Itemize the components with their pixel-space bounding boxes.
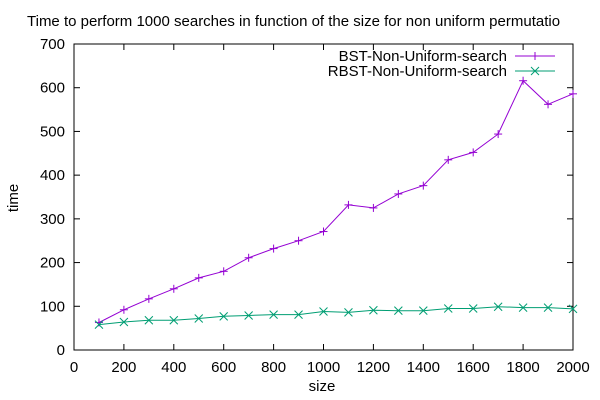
legend-marker-1 [531, 52, 539, 60]
x-axis-title: size [309, 378, 336, 395]
plot-area: 0 200 400 600 800 1000 1200 1400 1600 1800 2000 0 10… [40, 36, 590, 376]
series-2-point [418, 306, 428, 316]
legend-label-1: BST-Non-Uniform-search [339, 48, 507, 65]
series-1-point [144, 294, 153, 303]
point-marker [94, 320, 104, 329]
series-1-point [194, 273, 203, 282]
x-tick-label: 800 [261, 359, 286, 376]
series-2-point [443, 304, 453, 313]
point-marker [219, 311, 229, 321]
series-2-point [369, 305, 378, 315]
chart-title: Time to perform 1000 searches in functio… [27, 13, 560, 30]
point-marker [369, 305, 378, 315]
series-2-point [518, 303, 528, 312]
y-tick-label: 200 [40, 255, 65, 272]
point-marker [119, 317, 129, 327]
y-axis-title: time [5, 184, 22, 212]
y-tick-label: 600 [40, 80, 65, 97]
point-marker [169, 315, 179, 325]
series-1-point [469, 148, 478, 157]
x-tick-label: 1800 [506, 359, 539, 376]
y-tick-label: 100 [40, 298, 65, 315]
point-marker [269, 310, 278, 319]
series-2-point [468, 304, 478, 313]
point-marker [468, 304, 478, 313]
series-line-1 [98, 79, 574, 323]
point-marker [568, 304, 578, 314]
series-1-point [494, 130, 503, 139]
series-1-point [544, 100, 553, 109]
series-2-point [543, 303, 553, 312]
point-marker [418, 306, 428, 316]
series-1-point [394, 189, 403, 198]
x-tick-label: 200 [111, 359, 136, 376]
series-1-point [119, 305, 128, 314]
series-1-point [219, 267, 228, 276]
series-1-point [344, 200, 353, 209]
series-1-point [419, 181, 428, 190]
x-tick-label: 0 [70, 359, 78, 376]
point-marker [393, 306, 403, 316]
y-tick-label: 400 [40, 167, 65, 184]
series-1-point [444, 155, 453, 164]
x-tick-label: 2000 [556, 359, 589, 376]
legend-marker-stroke [530, 66, 540, 76]
series-1-point [319, 227, 328, 236]
x-tick-label: 600 [211, 359, 236, 376]
y-tick-label: 500 [40, 123, 65, 140]
series-2-point [119, 317, 129, 327]
series-2-point [269, 310, 278, 319]
series-2-point [144, 315, 154, 325]
x-tick-label: 400 [161, 359, 186, 376]
point-marker [144, 315, 154, 325]
series-2-point [94, 320, 104, 329]
series-1-point [369, 203, 378, 212]
point-marker [194, 314, 204, 323]
series-1-point [519, 76, 528, 85]
point-marker [244, 311, 254, 320]
y-tick-label: 700 [40, 36, 65, 53]
legend-marker-2 [530, 66, 540, 76]
series-1-point [294, 236, 303, 245]
legend-label-2: RBST-Non-Uniform-search [328, 63, 507, 80]
point-marker [518, 303, 528, 312]
point-marker [443, 304, 453, 313]
series-2-point [493, 302, 503, 312]
series-1-point [169, 284, 178, 293]
x-tick-label: 1400 [407, 359, 440, 376]
series-1-point [569, 89, 577, 98]
series-2-point [344, 308, 353, 317]
point-marker [344, 308, 353, 317]
series-2-point [294, 310, 303, 319]
series-2-point [568, 304, 578, 314]
series-1-point [269, 244, 278, 253]
x-tick-label: 1600 [457, 359, 490, 376]
x-tick-label: 1200 [357, 359, 390, 376]
y-tick-label: 0 [57, 342, 65, 359]
series-2-point [169, 315, 179, 325]
series-line-2 [98, 306, 574, 326]
point-marker [493, 302, 503, 312]
series-2-point [219, 311, 229, 321]
series-2-point [393, 306, 403, 316]
plot-frame [73, 43, 574, 351]
series-2-point [194, 314, 204, 323]
x-tick-label: 1000 [307, 359, 340, 376]
point-marker [543, 303, 553, 312]
series-2-point [319, 307, 328, 316]
point-marker [319, 307, 328, 316]
series-2-point [244, 311, 254, 320]
y-tick-label: 300 [40, 211, 65, 228]
series-1-point [244, 253, 253, 262]
point-marker [294, 310, 303, 319]
